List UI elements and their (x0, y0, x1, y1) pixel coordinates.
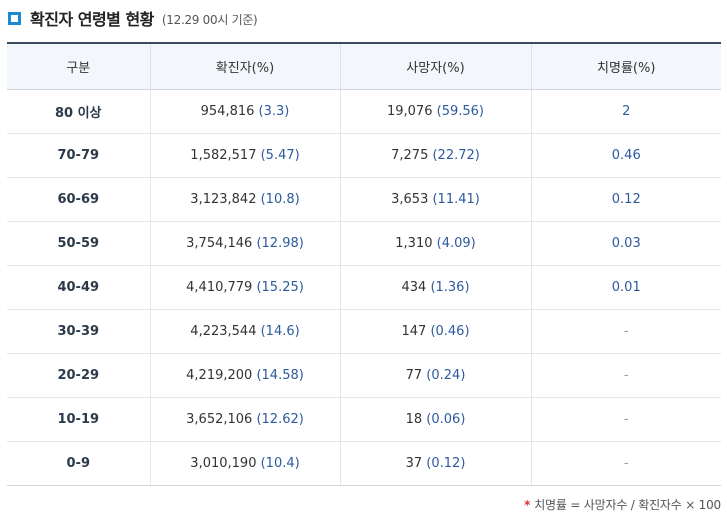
cases-value: 4,223,544 (190, 323, 257, 339)
age-group-cell: 80 이상 (7, 89, 150, 134)
cases-percent: (5.47) (260, 147, 300, 163)
table-row: 0-9 3,010,190 (10.4) 37 (0.12) - (7, 441, 721, 486)
cases-value: 3,010,190 (190, 455, 257, 471)
cases-percent: (14.58) (256, 367, 304, 383)
deaths-cell: 77 (0.24) (339, 353, 531, 398)
cases-cell: 954,816 (3.3) (149, 89, 340, 134)
square-bullet-icon (8, 12, 21, 25)
cases-value: 954,816 (200, 103, 255, 119)
table-row: 50-59 3,754,146 (12.98) 1,310 (4.09) 0.0… (7, 221, 721, 266)
cases-percent: (12.98) (256, 235, 304, 251)
cases-value: 4,219,200 (186, 367, 253, 383)
age-group-cell: 50-59 (7, 221, 150, 266)
table-row: 10-19 3,652,106 (12.62) 18 (0.06) - (7, 397, 721, 442)
deaths-cell: 7,275 (22.72) (339, 133, 531, 178)
table-body: 80 이상 954,816 (3.3) 19,076 (59.56) 2 70-… (7, 89, 721, 486)
age-group-cell: 0-9 (7, 441, 150, 486)
table-header: 구분 확진자(%) 사망자(%) 치명률(%) (7, 42, 721, 90)
fatality-cell: - (530, 353, 721, 398)
cases-value: 1,582,517 (190, 147, 257, 163)
fatality-cell: - (530, 441, 721, 486)
deaths-percent: (0.24) (426, 367, 466, 383)
footnote-asterisk-icon: * (524, 498, 531, 512)
column-header-cases: 확진자(%) (149, 42, 340, 90)
cases-cell: 1,582,517 (5.47) (149, 133, 340, 178)
cases-percent: (10.8) (260, 191, 300, 207)
cases-percent: (10.4) (260, 455, 300, 471)
deaths-cell: 19,076 (59.56) (339, 89, 531, 134)
deaths-value: 434 (401, 279, 427, 295)
deaths-value: 1,310 (395, 235, 433, 251)
cases-cell: 3,652,106 (12.62) (149, 397, 340, 442)
deaths-percent: (0.12) (426, 455, 466, 471)
deaths-value: 19,076 (386, 103, 433, 119)
fatality-footnote: * 치명률 = 사망자수 / 확진자수 × 100 (524, 496, 721, 513)
fatality-cell: 0.01 (530, 265, 721, 310)
deaths-cell: 1,310 (4.09) (339, 221, 531, 266)
cases-cell: 3,010,190 (10.4) (149, 441, 340, 486)
cases-cell: 4,219,200 (14.58) (149, 353, 340, 398)
section-subtitle: (12.29 00시 기준) (161, 13, 258, 27)
deaths-percent: (4.09) (436, 235, 476, 251)
table-row: 80 이상 954,816 (3.3) 19,076 (59.56) 2 (7, 89, 721, 134)
table-row: 40-49 4,410,779 (15.25) 434 (1.36) 0.01 (7, 265, 721, 310)
cases-value: 3,754,146 (186, 235, 253, 251)
deaths-cell: 37 (0.12) (339, 441, 531, 486)
table-row: 20-29 4,219,200 (14.58) 77 (0.24) - (7, 353, 721, 398)
fatality-cell: - (530, 309, 721, 354)
fatality-cell: - (530, 397, 721, 442)
fatality-cell: 0.12 (530, 177, 721, 222)
cases-percent: (14.6) (260, 323, 300, 339)
deaths-percent: (22.72) (432, 147, 480, 163)
deaths-cell: 434 (1.36) (339, 265, 531, 310)
deaths-value: 7,275 (391, 147, 429, 163)
fatality-cell: 2 (530, 89, 721, 134)
cases-percent: (15.25) (256, 279, 304, 295)
section-header: 확진자 연령별 현황 (12.29 00시 기준) (8, 6, 258, 30)
section-title: 확진자 연령별 현황 (30, 10, 154, 29)
cases-percent: (3.3) (258, 103, 290, 119)
age-stats-table: 구분 확진자(%) 사망자(%) 치명률(%) 80 이상 954,816 (3… (7, 42, 721, 486)
cases-value: 4,410,779 (186, 279, 253, 295)
deaths-value: 147 (401, 323, 427, 339)
age-group-cell: 30-39 (7, 309, 150, 354)
fatality-cell: 0.46 (530, 133, 721, 178)
deaths-value: 18 (405, 411, 423, 427)
age-group-cell: 70-79 (7, 133, 150, 178)
cases-value: 3,123,842 (190, 191, 257, 207)
deaths-percent: (0.46) (430, 323, 470, 339)
fatality-cell: 0.03 (530, 221, 721, 266)
cases-cell: 4,410,779 (15.25) (149, 265, 340, 310)
age-group-cell: 20-29 (7, 353, 150, 398)
deaths-percent: (11.41) (432, 191, 480, 207)
cases-cell: 3,123,842 (10.8) (149, 177, 340, 222)
deaths-percent: (1.36) (430, 279, 470, 295)
cases-cell: 3,754,146 (12.98) (149, 221, 340, 266)
cases-value: 3,652,106 (186, 411, 253, 427)
table-row: 60-69 3,123,842 (10.8) 3,653 (11.41) 0.1… (7, 177, 721, 222)
deaths-value: 3,653 (391, 191, 429, 207)
column-header-age: 구분 (7, 42, 150, 90)
deaths-cell: 18 (0.06) (339, 397, 531, 442)
cases-percent: (12.62) (256, 411, 304, 427)
table-row: 70-79 1,582,517 (5.47) 7,275 (22.72) 0.4… (7, 133, 721, 178)
column-header-deaths: 사망자(%) (339, 42, 531, 90)
deaths-value: 77 (405, 367, 423, 383)
column-header-fatality: 치명률(%) (530, 42, 721, 90)
deaths-percent: (0.06) (426, 411, 466, 427)
footnote-text: 치명률 = 사망자수 / 확진자수 × 100 (534, 498, 721, 512)
deaths-value: 37 (405, 455, 423, 471)
deaths-cell: 3,653 (11.41) (339, 177, 531, 222)
age-group-cell: 60-69 (7, 177, 150, 222)
age-group-cell: 40-49 (7, 265, 150, 310)
table-row: 30-39 4,223,544 (14.6) 147 (0.46) - (7, 309, 721, 354)
deaths-percent: (59.56) (436, 103, 484, 119)
cases-cell: 4,223,544 (14.6) (149, 309, 340, 354)
deaths-cell: 147 (0.46) (339, 309, 531, 354)
age-group-cell: 10-19 (7, 397, 150, 442)
